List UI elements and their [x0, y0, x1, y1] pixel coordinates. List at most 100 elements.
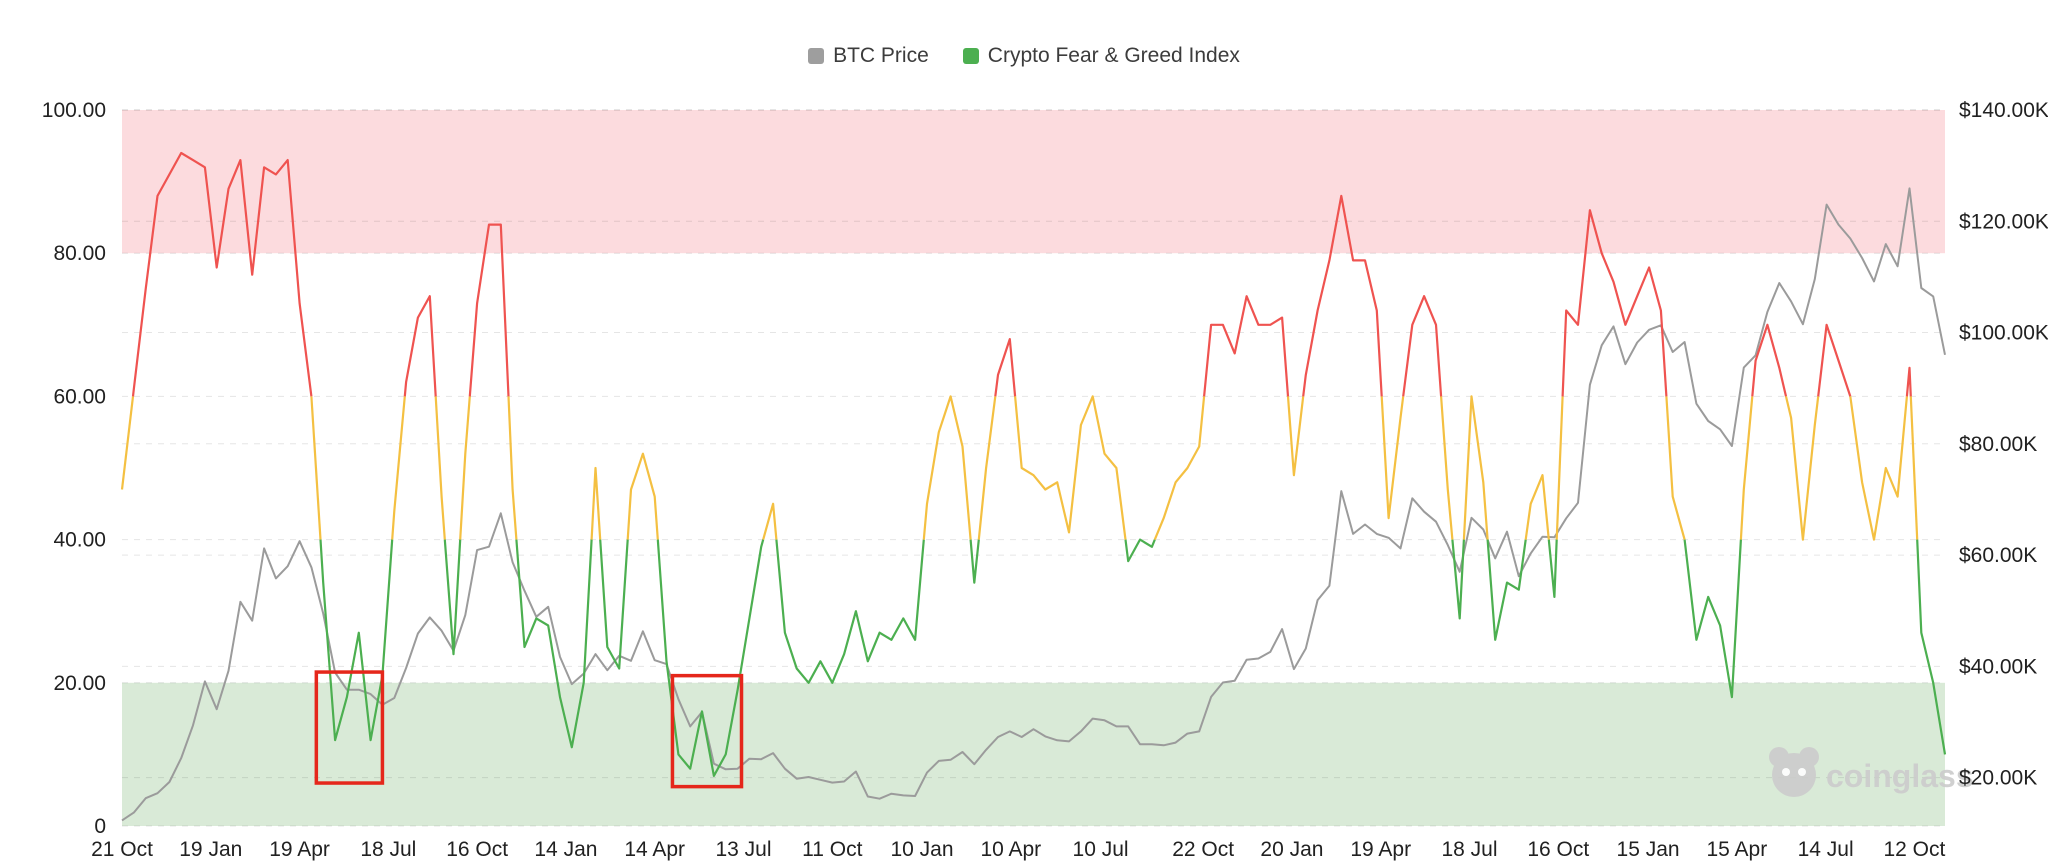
fear-greed-line-segment [1440, 396, 1454, 540]
fear-greed-line-segment [590, 466, 602, 540]
fear-greed-line-segment [977, 396, 997, 540]
fear-greed-line-segment [1739, 396, 1754, 540]
legend-label-btc-price: BTC Price [833, 44, 929, 67]
x-axis-tick: 10 Jul [1073, 838, 1129, 861]
fear-greed-line-segment [1486, 539, 1527, 641]
left-axis-tick: 100.00 [42, 99, 106, 122]
coinglass-watermark: coinglass [1769, 747, 1974, 797]
fear-greed-line-segment [1683, 539, 1742, 699]
fear-greed-line-segment [1817, 323, 1852, 397]
fear-greed-line-segment [1547, 539, 1558, 598]
left-axis-tick: 0 [94, 815, 106, 838]
right-axis-tick: $120.00K [1959, 210, 2048, 233]
x-axis-tick: 14 Apr [624, 838, 685, 861]
x-axis-tick: 15 Jan [1617, 838, 1680, 861]
x-axis-labels: 21 Oct 19 Jan 19 Apr 18 Jul 16 Oct 14 Jan 14 A… [91, 838, 1945, 861]
btc-price-swatch-icon [808, 48, 825, 64]
x-axis-tick: 12 Oct [1883, 838, 1945, 861]
fear-greed-line-segment [434, 396, 446, 540]
left-axis-tick: 60.00 [53, 385, 106, 408]
x-axis-tick: 14 Jul [1798, 838, 1854, 861]
fear-greed-line-segment [403, 295, 437, 397]
fear-greed-line-segment [507, 396, 518, 540]
fear-greed-line-segment [1402, 295, 1443, 397]
x-axis-tick: 19 Apr [1350, 838, 1411, 861]
fear-greed-line-segment [1124, 538, 1156, 563]
fear-greed-line-segment [1561, 209, 1668, 397]
fear-greed-line-segment [1451, 539, 1465, 620]
x-axis-tick: 21 Oct [91, 838, 153, 861]
fear-greed-line-segment [1849, 396, 1908, 541]
fear-greed-line-segment [515, 539, 593, 749]
left-axis-labels: 0 20.00 40.00 60.00 80.00 100.00 [42, 99, 106, 838]
fear-greed-line-segment [468, 223, 510, 397]
x-axis-tick: 22 Oct [1172, 838, 1234, 861]
right-axis-tick: $100.00K [1959, 322, 2048, 345]
fear-greed-line-segment [626, 452, 659, 540]
x-axis-tick: 10 Apr [980, 838, 1041, 861]
fear-greed-line-segment [391, 396, 406, 540]
fear-greed-line-segment [319, 539, 394, 742]
watermark-text: coinglass [1826, 758, 1974, 794]
extreme-fear-box-2021 [314, 670, 385, 785]
extreme-fear-box-2022 [670, 673, 744, 789]
extreme-greed-band [122, 110, 1945, 254]
x-axis-tick: 15 Apr [1706, 838, 1767, 861]
right-axis-tick: $80.00K [1959, 433, 2037, 456]
fear-greed-line-segment [1524, 474, 1550, 540]
fear-greed-line-segment [1014, 395, 1127, 540]
legend-item-btc-price[interactable]: BTC Price [808, 44, 929, 68]
x-axis-tick: 20 Jan [1260, 838, 1323, 861]
fear-greed-line [120, 151, 1947, 777]
fear-greed-line-segment [994, 338, 1017, 397]
fear-greed-line-segment [1916, 539, 1947, 755]
right-axis-labels: $20.00K $40.00K $60.00K $80.00K $100.00K $120… [1959, 99, 2048, 790]
legend-item-fear-greed[interactable]: Crypto Fear & Greed Index [962, 44, 1240, 68]
x-axis-tick: 11 Oct [802, 838, 862, 861]
left-axis-tick: 20.00 [53, 672, 106, 695]
fear-greed-line-segment [1302, 194, 1383, 397]
x-axis-tick: 19 Jan [179, 838, 242, 861]
right-axis-tick: $40.00K [1959, 655, 2037, 678]
fear-greed-line-segment [1555, 396, 1564, 540]
fear-greed-line-segment [1153, 396, 1206, 541]
chart-legend: BTC Price Crypto Fear & Greed Index [0, 44, 2048, 68]
fear-greed-line-segment [1909, 396, 1919, 540]
x-axis-tick: 18 Jul [360, 838, 416, 861]
x-axis-tick: 13 Jul [715, 838, 771, 861]
fear-greed-line-segment [922, 395, 972, 540]
right-axis-tick: $60.00K [1959, 544, 2037, 567]
right-axis-tick: $140.00K [1959, 99, 2048, 122]
gridlines [122, 109, 1945, 827]
fear-greed-line-segment [1462, 395, 1489, 540]
x-axis-tick: 16 Oct [446, 838, 508, 861]
right-axis-tick: $20.00K [1959, 767, 2037, 790]
fear-greed-line-segment [1286, 396, 1305, 477]
fear-greed-line-segment [459, 396, 471, 540]
extreme-fear-band [122, 682, 1945, 826]
x-axis-tick: 14 Jan [534, 838, 597, 861]
fear-greed-line-segment [1751, 323, 1788, 397]
fear-greed-line-segment [443, 539, 462, 656]
fear-greed-line-segment [1380, 396, 1405, 520]
x-axis-tick: 10 Jan [890, 838, 953, 861]
fear-greed-line-segment [1203, 295, 1290, 397]
fear-greed-line-segment [656, 539, 765, 777]
fear-greed-line-segment [762, 502, 778, 540]
fear-greed-line-segment [1665, 396, 1686, 540]
legend-label-fear-greed: Crypto Fear & Greed Index [987, 44, 1240, 67]
btc-price-line [121, 187, 1946, 822]
fear-greed-line-segment [1784, 396, 1820, 541]
fear-greed-line-segment [969, 539, 980, 584]
fear-greed-line-segment [131, 151, 313, 397]
left-axis-tick: 40.00 [53, 529, 106, 552]
fear-greed-swatch-icon [962, 48, 979, 64]
fear-greed-line-segment [120, 396, 135, 490]
fear-greed-line-segment [775, 539, 925, 684]
x-axis-tick: 16 Oct [1527, 838, 1589, 861]
x-axis-tick: 19 Apr [269, 838, 330, 861]
fear-greed-line-segment [1905, 366, 1912, 397]
left-axis-tick: 80.00 [53, 242, 106, 265]
